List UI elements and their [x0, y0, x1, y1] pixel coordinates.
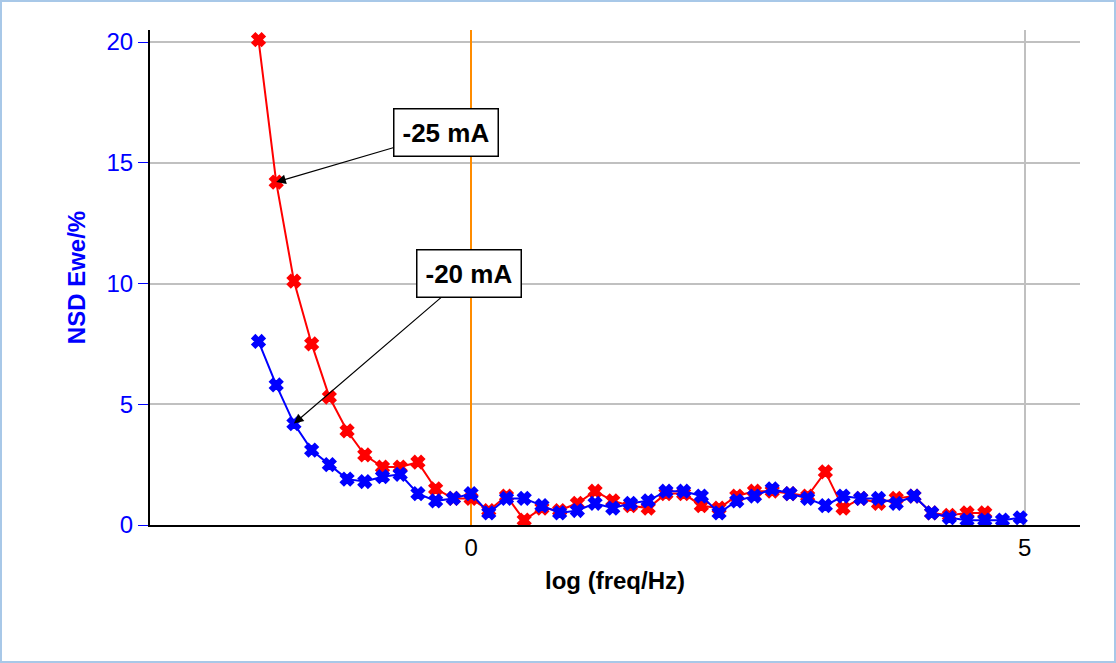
svg-text:NSD Ewe/%: NSD Ewe/% — [63, 211, 90, 344]
svg-text:-20 mA: -20 mA — [426, 259, 513, 289]
svg-text:0: 0 — [464, 534, 477, 561]
svg-text:5: 5 — [1018, 534, 1031, 561]
svg-text:log (freq/Hz): log (freq/Hz) — [545, 567, 685, 594]
svg-text:10: 10 — [106, 270, 133, 297]
svg-text:-25 mA: -25 mA — [403, 118, 490, 148]
svg-text:20: 20 — [106, 28, 133, 55]
svg-text:15: 15 — [106, 149, 133, 176]
svg-text:0: 0 — [120, 511, 133, 538]
svg-text:5: 5 — [120, 391, 133, 418]
